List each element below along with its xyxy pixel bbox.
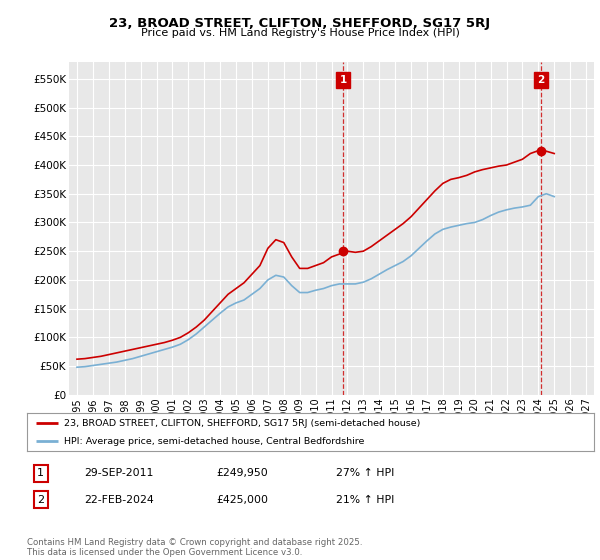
- Text: 2: 2: [37, 494, 44, 505]
- Text: 23, BROAD STREET, CLIFTON, SHEFFORD, SG17 5RJ: 23, BROAD STREET, CLIFTON, SHEFFORD, SG1…: [109, 17, 491, 30]
- Text: 21% ↑ HPI: 21% ↑ HPI: [336, 494, 394, 505]
- Text: 22-FEB-2024: 22-FEB-2024: [84, 494, 154, 505]
- Text: Price paid vs. HM Land Registry's House Price Index (HPI): Price paid vs. HM Land Registry's House …: [140, 28, 460, 38]
- Text: 29-SEP-2011: 29-SEP-2011: [84, 468, 154, 478]
- Text: 2: 2: [538, 75, 545, 85]
- Text: Contains HM Land Registry data © Crown copyright and database right 2025.
This d: Contains HM Land Registry data © Crown c…: [27, 538, 362, 557]
- Text: 23, BROAD STREET, CLIFTON, SHEFFORD, SG17 5RJ (semi-detached house): 23, BROAD STREET, CLIFTON, SHEFFORD, SG1…: [64, 418, 420, 427]
- Text: £425,000: £425,000: [216, 494, 268, 505]
- Text: 27% ↑ HPI: 27% ↑ HPI: [336, 468, 394, 478]
- Text: 1: 1: [340, 75, 347, 85]
- Text: £249,950: £249,950: [216, 468, 268, 478]
- Text: 1: 1: [37, 468, 44, 478]
- Text: HPI: Average price, semi-detached house, Central Bedfordshire: HPI: Average price, semi-detached house,…: [64, 437, 364, 446]
